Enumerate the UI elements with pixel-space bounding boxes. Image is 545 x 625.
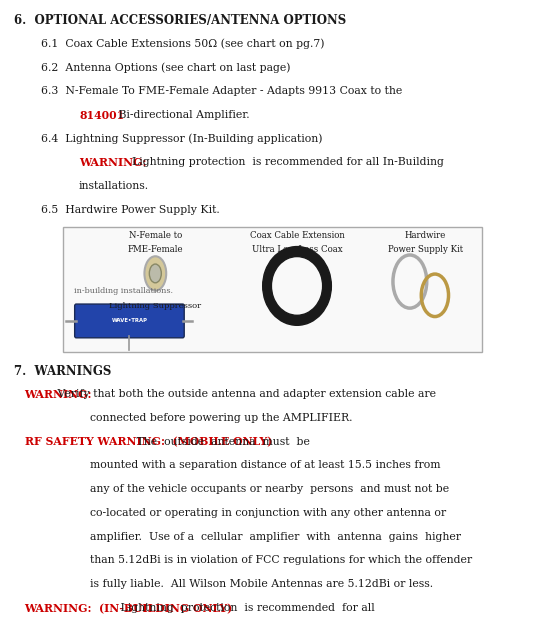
Ellipse shape	[149, 264, 161, 283]
Text: installations.: installations.	[79, 181, 149, 191]
Bar	[63, 227, 482, 352]
FancyBboxPatch shape	[75, 304, 184, 338]
Text: WARNING:: WARNING:	[25, 389, 92, 400]
Text: Verify that both the outside antenna and adapter extension cable are: Verify that both the outside antenna and…	[54, 389, 436, 399]
Text: Lightning Suppressor: Lightning Suppressor	[109, 302, 202, 310]
Ellipse shape	[144, 256, 166, 291]
Text: 6.3  N-Female To FME-Female Adapter - Adapts 9913 Coax to the: 6.3 N-Female To FME-Female Adapter - Ada…	[41, 86, 402, 96]
Text: 6.1  Coax Cable Extensions 50Ω (see chart on pg.7): 6.1 Coax Cable Extensions 50Ω (see chart…	[41, 39, 324, 49]
Text: Coax Cable Extension: Coax Cable Extension	[250, 231, 344, 240]
Text: N-Female to: N-Female to	[129, 231, 182, 240]
Text: Hardwire: Hardwire	[404, 231, 446, 240]
Text: any of the vehicle occupants or nearby  persons  and must not be: any of the vehicle occupants or nearby p…	[90, 484, 449, 494]
Text: 7.  WARNINGS: 7. WARNINGS	[14, 366, 111, 378]
Text: is fully liable.  All Wilson Mobile Antennas are 5.12dBi or less.: is fully liable. All Wilson Mobile Anten…	[90, 579, 433, 589]
Text: 6.5  Hardwire Power Supply Kit.: 6.5 Hardwire Power Supply Kit.	[41, 205, 220, 215]
Text: co-located or operating in conjunction with any other antenna or: co-located or operating in conjunction w…	[90, 508, 446, 518]
Text: connected before powering up the AMPLIFIER.: connected before powering up the AMPLIFI…	[90, 413, 353, 423]
Text: 6.  OPTIONAL ACCESSORIES/ANTENNA OPTIONS: 6. OPTIONAL ACCESSORIES/ANTENNA OPTIONS	[14, 14, 346, 27]
Text: FME-Female: FME-Female	[128, 245, 183, 254]
Text: WARNING:  (IN-BUILDING ONLY): WARNING: (IN-BUILDING ONLY)	[25, 603, 233, 614]
Text: mounted with a separation distance of at least 15.5 inches from: mounted with a separation distance of at…	[90, 461, 440, 471]
Text: in-building installations.: in-building installations.	[74, 287, 173, 294]
Text: than 5.12dBi is in violation of FCC regulations for which the offender: than 5.12dBi is in violation of FCC regu…	[90, 556, 472, 566]
Text: WAVE•TRAP: WAVE•TRAP	[111, 319, 148, 324]
Text: The  outside  antenna  must  be: The outside antenna must be	[133, 437, 310, 447]
Text: WARNING:: WARNING:	[79, 158, 147, 169]
Text: amplifier.  Use of a  cellular  amplifier  with  antenna  gains  higher: amplifier. Use of a cellular amplifier w…	[90, 532, 461, 542]
Text: Power Supply Kit: Power Supply Kit	[387, 245, 463, 254]
Text: RF SAFETY WARNING:  (MOBILE ONLY): RF SAFETY WARNING: (MOBILE ONLY)	[25, 437, 272, 448]
Text: Ultra Low Loss Coax: Ultra Low Loss Coax	[252, 245, 342, 254]
Text: Lightning  protection  is recommended  for all: Lightning protection is recommended for …	[117, 603, 375, 613]
Text: 6.2  Antenna Options (see chart on last page): 6.2 Antenna Options (see chart on last p…	[41, 62, 290, 73]
Text: Lightning protection  is recommended for all In-Building: Lightning protection is recommended for …	[125, 158, 444, 168]
Text: 814001: 814001	[79, 110, 124, 121]
Text: 6.4  Lightning Suppressor (In-Building application): 6.4 Lightning Suppressor (In-Building ap…	[41, 134, 323, 144]
Text: Bi-directional Amplifier.: Bi-directional Amplifier.	[115, 110, 250, 120]
